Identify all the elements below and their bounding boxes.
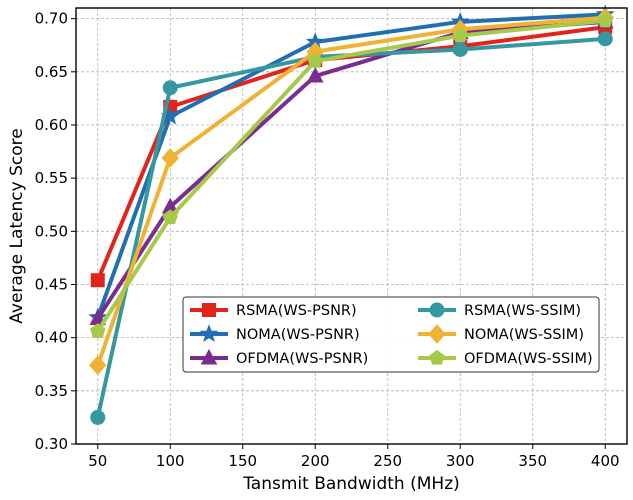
data-point: [306, 66, 324, 83]
legend-label: RSMA(WS-SSIM): [464, 303, 581, 319]
data-point: [90, 273, 105, 288]
data-point: [161, 148, 179, 168]
y-tick-label: 0.35: [35, 382, 68, 400]
y-tick-label: 0.55: [35, 169, 68, 187]
legend-item: NOMA(WS-SSIM): [418, 324, 584, 344]
x-axis-title: Tansmit Bandwidth (MHz): [242, 474, 460, 494]
series-OFDMA(WS-SSIM): [90, 12, 613, 338]
series-line: [96, 19, 606, 320]
x-tick-label: 100: [156, 452, 185, 470]
legend-marker: [202, 303, 216, 317]
data-point: [89, 355, 107, 376]
y-tick-label: 0.30: [35, 435, 68, 453]
y-tick-label: 0.65: [35, 63, 68, 81]
x-tick-label: 50: [88, 452, 107, 470]
legend-marker: [200, 348, 218, 365]
y-tick-label: 0.60: [35, 116, 68, 134]
legend-item: OFDMA(WS-SSIM): [418, 349, 593, 367]
x-tick-label: 250: [373, 452, 402, 470]
legend-item: RSMA(WS-SSIM): [418, 302, 581, 319]
legend-label: NOMA(WS-SSIM): [464, 327, 584, 343]
x-tick-label: 400: [591, 452, 620, 470]
y-tick-label: 0.45: [35, 275, 68, 293]
legend-item: RSMA(WS-PSNR): [190, 303, 357, 319]
x-tick-label: 300: [446, 452, 475, 470]
legend-marker: [199, 324, 219, 343]
legend-box: [182, 296, 600, 373]
legend-label: OFDMA(WS-SSIM): [464, 351, 593, 367]
plot-frame: [75, 7, 628, 445]
data-point: [90, 323, 106, 338]
x-tick-label: 150: [228, 452, 257, 470]
x-tick-label: 350: [518, 452, 547, 470]
legend-label: RSMA(WS-PSNR): [236, 303, 357, 319]
data-point: [162, 80, 178, 96]
data-point: [452, 41, 468, 57]
legend-label: OFDMA(WS-PSNR): [236, 351, 368, 367]
x-tick-label: 200: [301, 452, 330, 470]
legend-label: NOMA(WS-PSNR): [236, 327, 360, 343]
series-lines: [88, 4, 615, 425]
data-point: [597, 31, 613, 47]
legend-marker: [429, 302, 445, 318]
y-tick-label: 0.50: [35, 222, 68, 240]
y-tick-label: 0.70: [35, 10, 68, 28]
axis-ticks: 50 100 150 200 250 300 350 400 0.30 0.35 0.40 0.45 0…: [35, 10, 620, 470]
data-point: [597, 12, 613, 28]
data-point: [162, 209, 178, 225]
data-point: [307, 53, 323, 68]
legend-item: NOMA(WS-PSNR): [190, 324, 360, 343]
data-point: [90, 409, 106, 425]
y-tick-label: 0.40: [35, 329, 68, 347]
series-OFDMA(WS-PSNR): [89, 12, 614, 326]
legend-item: OFDMA(WS-PSNR): [190, 348, 368, 367]
legend: RSMA(WS-PSNR) NOMA(WS-PSNR) OFDMA(WS-PSNR)…: [182, 296, 600, 373]
series-line: [95, 12, 606, 319]
data-point: [452, 27, 468, 43]
y-axis-title: Average Latency Score: [7, 128, 27, 323]
legend-marker: [429, 349, 445, 365]
legend-marker: [428, 324, 446, 344]
